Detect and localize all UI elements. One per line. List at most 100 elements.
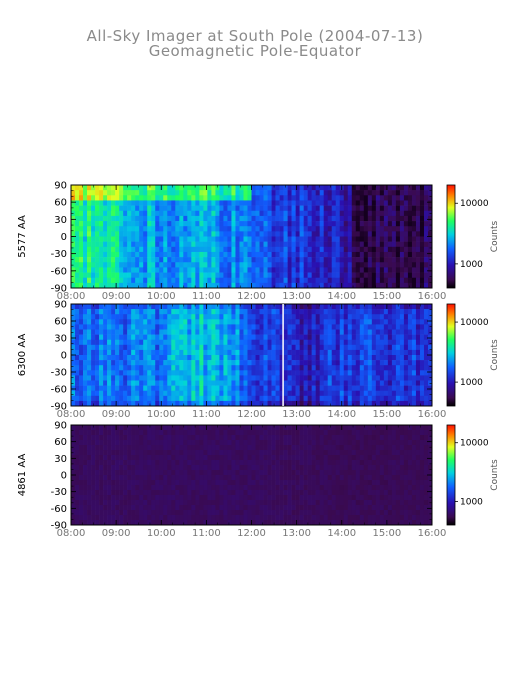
heatmap-cell (231, 440, 236, 446)
heatmap-cell (427, 236, 432, 242)
heatmap-cell (215, 450, 220, 456)
heatmap-cell (147, 425, 152, 431)
heatmap-cell (255, 304, 260, 310)
heatmap-cell (283, 319, 288, 325)
heatmap-cell (123, 460, 128, 466)
heatmap-cell (179, 272, 184, 278)
heatmap-cell (119, 344, 124, 351)
heatmap-cell (83, 277, 88, 284)
heatmap-cell (127, 355, 132, 361)
heatmap-cell (423, 231, 429, 237)
heatmap-cell (255, 390, 260, 397)
heatmap-cell (371, 262, 377, 268)
heatmap-cell (247, 236, 252, 242)
heatmap-cell (227, 251, 232, 258)
heatmap-cell (315, 309, 320, 315)
heatmap-cell (271, 370, 276, 376)
heatmap-cell (391, 309, 397, 315)
heatmap-cell (231, 515, 236, 521)
heatmap-cell (223, 309, 228, 315)
heatmap-cell (299, 400, 304, 406)
heatmap-cell (95, 251, 100, 258)
heatmap-cell (331, 200, 337, 206)
heatmap-cell (387, 329, 393, 335)
heatmap-cell (339, 231, 345, 237)
heatmap-cell (347, 257, 353, 263)
heatmap-cell (167, 195, 172, 201)
heatmap-cell (111, 267, 116, 273)
heatmap-cell (211, 485, 216, 491)
heatmap-cell (375, 190, 381, 196)
heatmap-cell (279, 339, 284, 346)
heatmap-cell (287, 205, 292, 212)
heatmap-cell (247, 304, 252, 310)
heatmap-cell (235, 370, 240, 376)
heatmap-cell (207, 500, 212, 506)
heatmap-cell (299, 251, 304, 258)
heatmap-cell (243, 251, 248, 258)
heatmap-cell (83, 510, 88, 516)
heatmap-cell (95, 380, 100, 386)
heatmap-cell (367, 282, 373, 288)
heatmap-cell (155, 515, 160, 521)
heatmap-cell (359, 185, 365, 191)
heatmap-cell (187, 262, 192, 268)
heatmap-cell (403, 221, 409, 227)
heatmap-cell (163, 430, 168, 436)
heatmap-cell (371, 314, 377, 320)
heatmap-cell (335, 231, 341, 237)
heatmap-cell (251, 430, 256, 436)
heatmap-cell (103, 455, 108, 461)
heatmap-cell (227, 339, 232, 346)
heatmap-cell (175, 195, 180, 201)
heatmap-cell (87, 385, 92, 391)
heatmap-cell (287, 282, 292, 288)
heatmap-cell (423, 190, 429, 196)
heatmap-cell (127, 205, 132, 212)
heatmap-cell (195, 205, 200, 212)
heatmap-cell (187, 324, 192, 330)
heatmap-cell (311, 319, 316, 325)
heatmap-cell (359, 400, 365, 406)
heatmap-cell (243, 324, 248, 330)
heatmap-cell (95, 515, 100, 521)
heatmap-cell (135, 375, 140, 381)
heatmap-cell (347, 319, 353, 325)
colorbar-tick-label: 10000 (460, 318, 489, 328)
heatmap-cell (351, 190, 357, 196)
heatmap-cell (199, 190, 204, 196)
heatmap-cell (247, 231, 252, 237)
heatmap-cell (283, 190, 288, 196)
heatmap-cell (399, 185, 405, 191)
heatmap-cell (311, 185, 316, 191)
heatmap-cell (147, 480, 152, 486)
heatmap-cell (147, 190, 152, 196)
heatmap-cell (347, 360, 353, 366)
heatmap-cell (355, 324, 361, 330)
heatmap-cell (127, 470, 132, 476)
heatmap-cell (379, 251, 385, 258)
heatmap-cell (223, 339, 228, 346)
heatmap-cell (423, 241, 429, 248)
heatmap-cell (139, 344, 144, 351)
heatmap-cell (187, 282, 192, 288)
heatmap-cell (183, 480, 188, 486)
heatmap-cell (407, 324, 413, 330)
heatmap-cell (79, 400, 84, 406)
heatmap-cell (299, 267, 304, 273)
heatmap-cell (259, 360, 264, 366)
heatmap-cell (143, 200, 148, 206)
heatmap-cell (255, 210, 260, 217)
heatmap-cell (227, 440, 232, 446)
heatmap-cell (375, 236, 381, 242)
heatmap-cell (263, 390, 268, 397)
heatmap-cell (267, 390, 272, 397)
heatmap-cell (151, 505, 156, 511)
heatmap-cell (411, 241, 417, 248)
heatmap-cell (247, 355, 252, 361)
heatmap-cell (383, 241, 389, 248)
heatmap-cell (187, 319, 192, 325)
heatmap-cell (207, 221, 212, 227)
heatmap-cell (303, 339, 308, 346)
heatmap-cell (327, 231, 333, 237)
